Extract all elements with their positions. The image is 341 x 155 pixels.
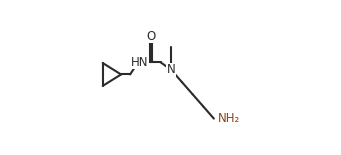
Text: N: N [167, 63, 176, 76]
Text: HN: HN [131, 56, 148, 69]
Text: O: O [146, 30, 155, 43]
Text: NH₂: NH₂ [218, 112, 240, 125]
